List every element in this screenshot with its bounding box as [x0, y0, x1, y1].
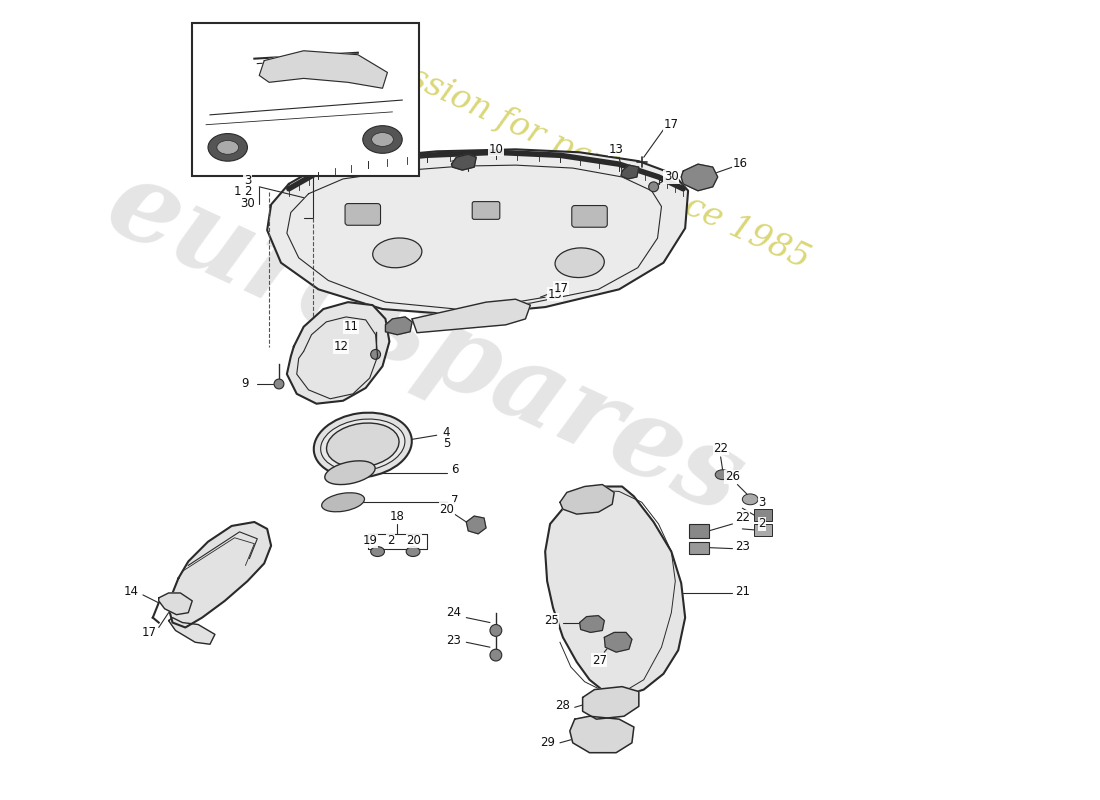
Text: 30: 30	[664, 170, 679, 183]
Bar	[755, 509, 772, 521]
Ellipse shape	[556, 248, 604, 278]
Text: 9: 9	[242, 378, 250, 390]
Text: 3: 3	[244, 174, 251, 187]
Text: 11: 11	[343, 320, 359, 334]
Text: 4: 4	[443, 426, 450, 438]
Text: 1: 1	[234, 186, 241, 198]
Polygon shape	[583, 686, 639, 719]
Ellipse shape	[274, 379, 284, 389]
Ellipse shape	[742, 494, 758, 505]
Ellipse shape	[363, 126, 403, 154]
Polygon shape	[466, 516, 486, 534]
Text: 5: 5	[443, 437, 450, 450]
Polygon shape	[205, 41, 403, 167]
Text: 24: 24	[446, 606, 461, 619]
Text: 7: 7	[451, 494, 459, 507]
Text: 25: 25	[543, 614, 559, 627]
Ellipse shape	[371, 350, 381, 359]
Text: 29: 29	[540, 736, 554, 750]
FancyBboxPatch shape	[472, 202, 499, 219]
Text: 23: 23	[446, 634, 461, 646]
Text: 17: 17	[664, 118, 679, 131]
Ellipse shape	[217, 141, 239, 154]
Text: 17: 17	[142, 626, 156, 639]
Text: 20: 20	[407, 534, 421, 547]
Polygon shape	[412, 299, 530, 333]
Polygon shape	[267, 150, 689, 315]
FancyBboxPatch shape	[572, 206, 607, 227]
Polygon shape	[168, 522, 271, 627]
Polygon shape	[681, 164, 717, 190]
Ellipse shape	[649, 182, 659, 192]
Ellipse shape	[327, 423, 399, 467]
Polygon shape	[168, 618, 214, 644]
Text: 12: 12	[333, 340, 349, 353]
Polygon shape	[287, 302, 389, 404]
Text: 22: 22	[735, 510, 750, 523]
Ellipse shape	[490, 625, 502, 636]
Ellipse shape	[208, 134, 248, 161]
Text: 3: 3	[758, 496, 766, 509]
Polygon shape	[546, 486, 685, 697]
FancyBboxPatch shape	[345, 203, 381, 226]
Ellipse shape	[406, 546, 420, 557]
Polygon shape	[260, 50, 387, 88]
Text: 26: 26	[725, 470, 740, 483]
Bar	[689, 542, 708, 554]
Text: 23: 23	[735, 540, 750, 553]
Text: 16: 16	[733, 157, 748, 170]
Ellipse shape	[371, 546, 385, 557]
Text: 14: 14	[123, 585, 139, 598]
Bar	[192, 23, 419, 176]
Text: 20: 20	[439, 502, 454, 516]
Text: 21: 21	[735, 585, 750, 598]
Ellipse shape	[314, 413, 411, 478]
Text: 2: 2	[244, 186, 251, 198]
Text: 28: 28	[556, 699, 570, 712]
Polygon shape	[604, 633, 631, 652]
Text: 30: 30	[240, 197, 255, 210]
Text: 18: 18	[389, 510, 405, 522]
Ellipse shape	[372, 133, 394, 146]
Polygon shape	[385, 317, 412, 334]
Ellipse shape	[373, 238, 422, 268]
Text: 27: 27	[592, 654, 607, 666]
Ellipse shape	[321, 419, 405, 471]
Bar	[755, 524, 772, 536]
Text: 15: 15	[548, 288, 562, 301]
Text: 22: 22	[713, 442, 728, 454]
Ellipse shape	[321, 493, 364, 512]
Text: 6: 6	[451, 463, 459, 476]
Polygon shape	[158, 593, 192, 614]
Ellipse shape	[490, 649, 502, 661]
Polygon shape	[451, 154, 476, 170]
Polygon shape	[621, 165, 639, 179]
Text: 10: 10	[488, 143, 504, 156]
Polygon shape	[560, 485, 614, 514]
Ellipse shape	[324, 461, 375, 485]
Text: 2: 2	[758, 518, 766, 530]
Text: 2: 2	[386, 534, 394, 547]
Polygon shape	[570, 716, 634, 753]
Text: 17: 17	[553, 282, 569, 295]
Ellipse shape	[715, 470, 730, 480]
Polygon shape	[580, 616, 604, 633]
Bar	[689, 524, 708, 538]
Text: eurospares: eurospares	[90, 149, 759, 537]
Text: 13: 13	[608, 143, 624, 156]
Text: 19: 19	[362, 534, 377, 547]
Text: a passion for parts since 1985: a passion for parts since 1985	[339, 31, 814, 275]
